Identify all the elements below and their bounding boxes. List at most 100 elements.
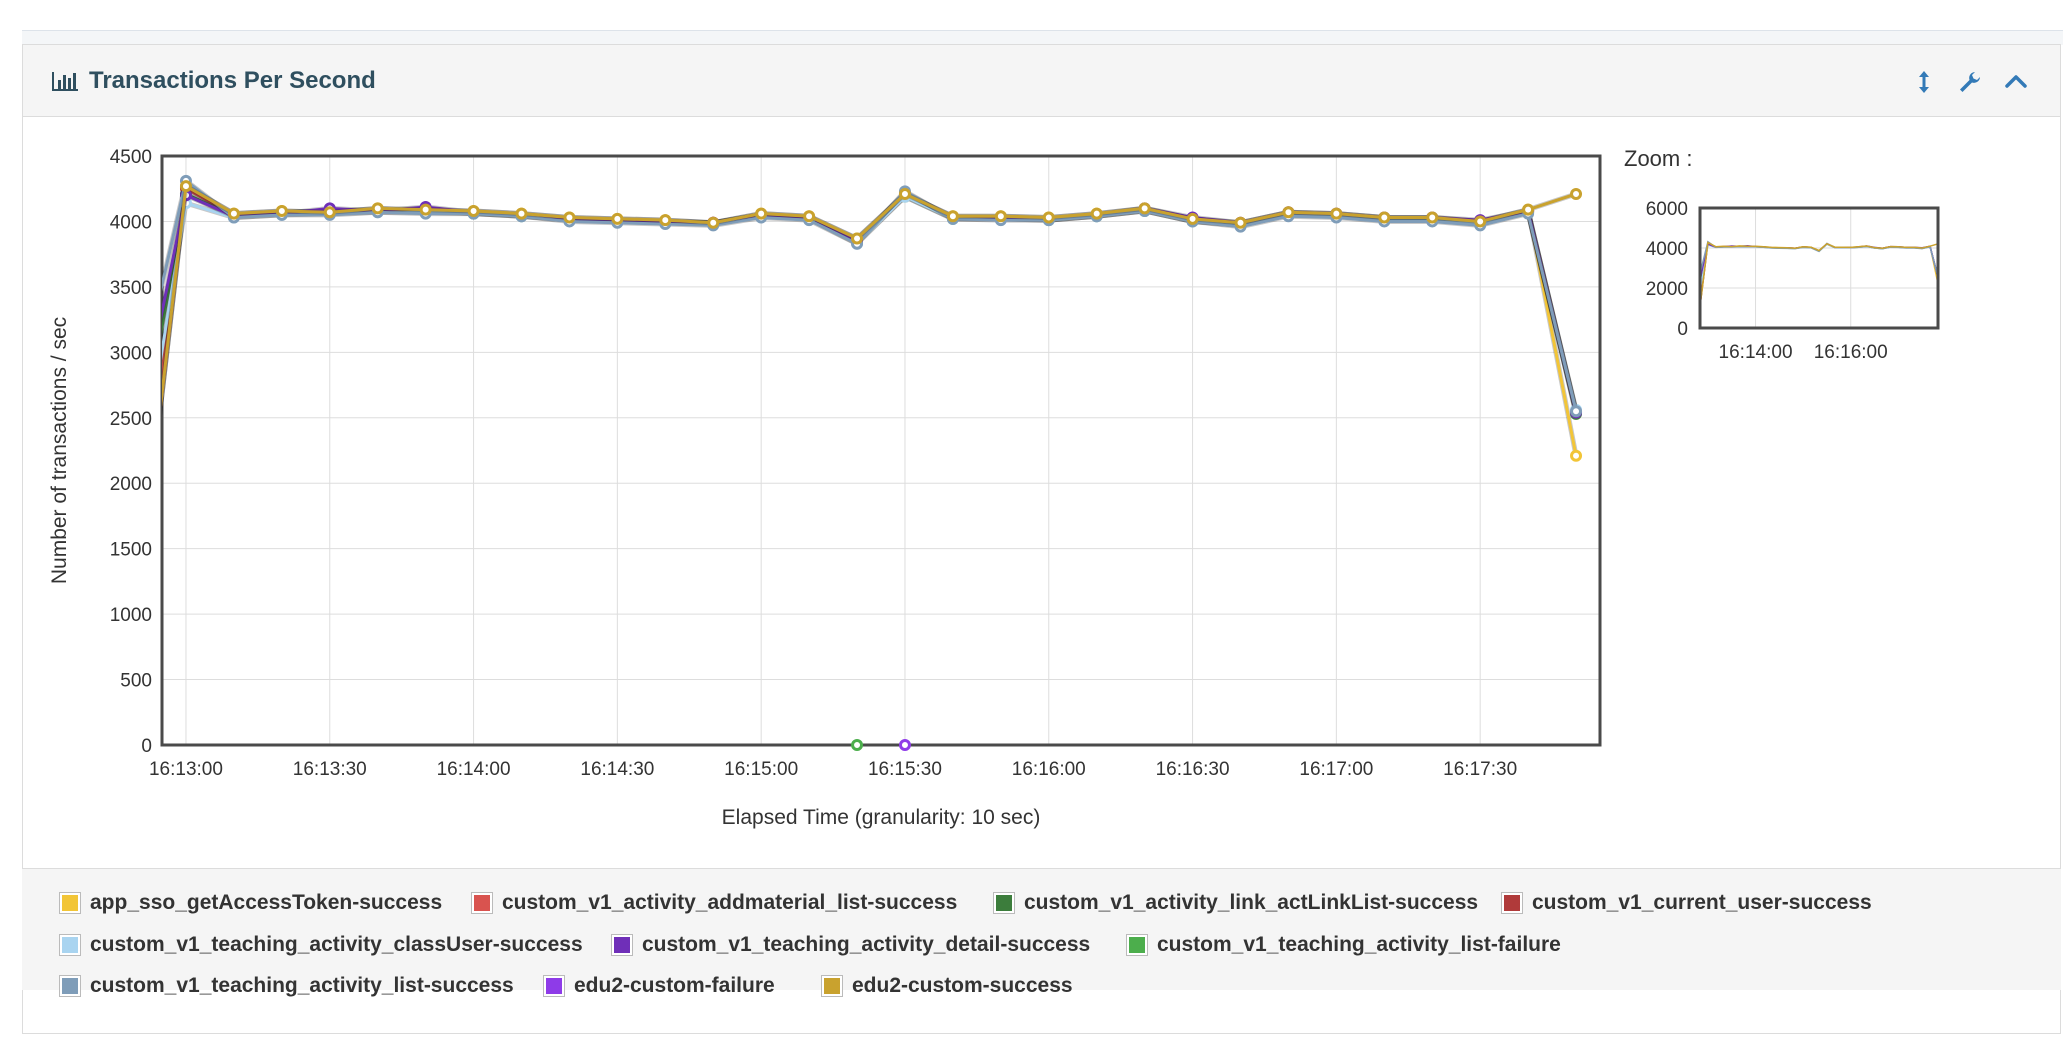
legend-swatch bbox=[611, 934, 633, 956]
data-point bbox=[851, 232, 864, 245]
overview-background bbox=[1700, 208, 1938, 328]
x-tick-label: 16:16:00 bbox=[1012, 759, 1086, 780]
legend-swatch bbox=[1126, 934, 1148, 956]
legend-item[interactable]: custom_v1_current_user-success bbox=[1501, 891, 1872, 915]
x-tick-label: 16:17:30 bbox=[1443, 759, 1517, 780]
legend-item[interactable]: edu2-custom-failure bbox=[543, 974, 775, 998]
series-group bbox=[134, 174, 1583, 751]
overview-y-tick-label: 2000 bbox=[1646, 279, 1688, 300]
y-tick-label: 4000 bbox=[110, 212, 152, 233]
y-axis-label: Number of transactions / sec bbox=[48, 317, 71, 584]
legend-label: custom_v1_current_user-success bbox=[1532, 891, 1872, 914]
data-point bbox=[1282, 206, 1295, 219]
data-point bbox=[803, 210, 816, 223]
x-tick-label: 16:16:30 bbox=[1156, 759, 1230, 780]
x-tick-label: 16:17:00 bbox=[1299, 759, 1373, 780]
y-tick-label: 2000 bbox=[110, 474, 152, 495]
data-point bbox=[563, 211, 576, 224]
overview-y-tick-label: 0 bbox=[1677, 319, 1688, 340]
data-point bbox=[1426, 211, 1439, 224]
overview-x-tick-label: 16:14:00 bbox=[1719, 342, 1793, 363]
data-point bbox=[1570, 405, 1583, 418]
legend-item[interactable]: custom_v1_activity_addmaterial_list-succ… bbox=[471, 891, 958, 915]
data-point bbox=[467, 204, 480, 217]
data-point bbox=[898, 187, 911, 200]
data-point bbox=[1522, 203, 1535, 216]
x-tick-label: 16:15:30 bbox=[868, 759, 942, 780]
x-axis-label: Elapsed Time (granularity: 10 sec) bbox=[722, 806, 1041, 829]
data-point bbox=[275, 204, 288, 217]
data-point bbox=[1090, 207, 1103, 220]
panel-title: Transactions Per Second bbox=[89, 67, 376, 94]
data-point bbox=[419, 203, 432, 216]
legend-item[interactable]: custom_v1_teaching_activity_list-failure bbox=[1126, 933, 1561, 957]
legend-label: custom_v1_activity_addmaterial_list-succ… bbox=[502, 891, 958, 914]
data-point bbox=[1570, 187, 1583, 200]
legend-item[interactable]: custom_v1_teaching_activity_detail-succe… bbox=[611, 933, 1090, 957]
legend-swatch bbox=[993, 892, 1015, 914]
data-point bbox=[323, 206, 336, 219]
legend-label: app_sso_getAccessToken-success bbox=[90, 891, 443, 914]
tps-line-chart[interactable]: 0 500 1000 1500 2000 2500 3000 3500 4000 4500 16:1… bbox=[22, 116, 1642, 836]
overview-y-tick-label: 4000 bbox=[1646, 239, 1688, 260]
y-tick-label: 3500 bbox=[110, 278, 152, 299]
data-point bbox=[994, 210, 1007, 223]
x-tick-label: 16:14:30 bbox=[580, 759, 654, 780]
data-point bbox=[1186, 212, 1199, 225]
y-tick-label: 3000 bbox=[110, 343, 152, 364]
data-point bbox=[1234, 216, 1247, 229]
x-tick-label: 16:13:00 bbox=[149, 759, 223, 780]
y-tick-label: 4500 bbox=[110, 147, 152, 168]
data-point bbox=[707, 216, 720, 229]
legend-item[interactable]: custom_v1_teaching_activity_list-success bbox=[59, 974, 514, 998]
bar-chart-icon bbox=[52, 72, 78, 91]
legend-label: custom_v1_activity_link_actLinkList-succ… bbox=[1024, 891, 1479, 914]
chevron-up-icon[interactable] bbox=[2003, 69, 2029, 95]
overview-series-line bbox=[1699, 241, 1939, 307]
data-point bbox=[611, 212, 624, 225]
zoom-overview-chart[interactable]: 0 2000 4000 6000 16:14:00 16:16:00 bbox=[1640, 190, 1960, 370]
legend-item[interactable]: edu2-custom-success bbox=[821, 974, 1073, 998]
data-point bbox=[659, 214, 672, 227]
data-point bbox=[134, 384, 143, 393]
plot-border bbox=[160, 154, 1602, 747]
y-tick-label: 0 bbox=[141, 736, 152, 757]
data-point bbox=[371, 202, 384, 215]
data-point bbox=[1570, 449, 1583, 462]
chart-legend: app_sso_getAccessToken-success custom_v1_… bbox=[22, 868, 2061, 997]
data-point bbox=[1474, 215, 1487, 228]
data-point bbox=[179, 180, 192, 193]
data-point bbox=[227, 207, 240, 220]
x-tick-label: 16:15:00 bbox=[724, 759, 798, 780]
x-tick-label: 16:14:00 bbox=[437, 759, 511, 780]
legend-label: custom_v1_teaching_activity_list-failure bbox=[1157, 933, 1561, 956]
x-tick-label: 16:13:30 bbox=[293, 759, 367, 780]
data-point bbox=[755, 207, 768, 220]
top-divider bbox=[22, 30, 2063, 45]
overview-border bbox=[1698, 206, 1940, 330]
legend-item[interactable]: app_sso_getAccessToken-success bbox=[59, 891, 443, 915]
resize-vertical-icon[interactable] bbox=[1911, 69, 1937, 95]
y-tick-label: 1500 bbox=[110, 540, 152, 561]
overview-x-tick-label: 16:16:00 bbox=[1814, 342, 1888, 363]
legend-swatch bbox=[59, 975, 81, 997]
legend-item[interactable]: custom_v1_teaching_activity_classUser-su… bbox=[59, 933, 583, 957]
wrench-icon[interactable] bbox=[1957, 69, 1983, 95]
y-tick-label: 2500 bbox=[110, 409, 152, 430]
data-point bbox=[851, 739, 864, 751]
legend-item[interactable]: custom_v1_activity_link_actLinkList-succ… bbox=[993, 891, 1479, 915]
data-point bbox=[1138, 202, 1151, 215]
y-tick-label: 1000 bbox=[110, 605, 152, 626]
legend-label: edu2-custom-success bbox=[852, 974, 1073, 997]
panel-header: Transactions Per Second bbox=[23, 45, 2060, 117]
overview-y-tick-label: 6000 bbox=[1646, 199, 1688, 220]
data-point bbox=[946, 210, 959, 223]
data-point bbox=[515, 207, 528, 220]
y-tick-label: 500 bbox=[120, 671, 152, 692]
data-point bbox=[1378, 211, 1391, 224]
data-point bbox=[898, 739, 911, 751]
legend-label: custom_v1_teaching_activity_list-success bbox=[90, 974, 514, 997]
legend-swatch bbox=[59, 892, 81, 914]
data-point bbox=[134, 494, 143, 503]
legend-label: edu2-custom-failure bbox=[574, 974, 775, 997]
